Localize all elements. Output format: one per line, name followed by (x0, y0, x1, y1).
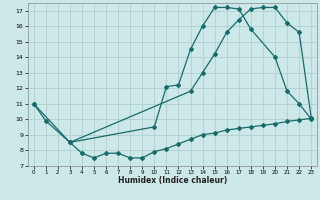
X-axis label: Humidex (Indice chaleur): Humidex (Indice chaleur) (118, 176, 227, 185)
